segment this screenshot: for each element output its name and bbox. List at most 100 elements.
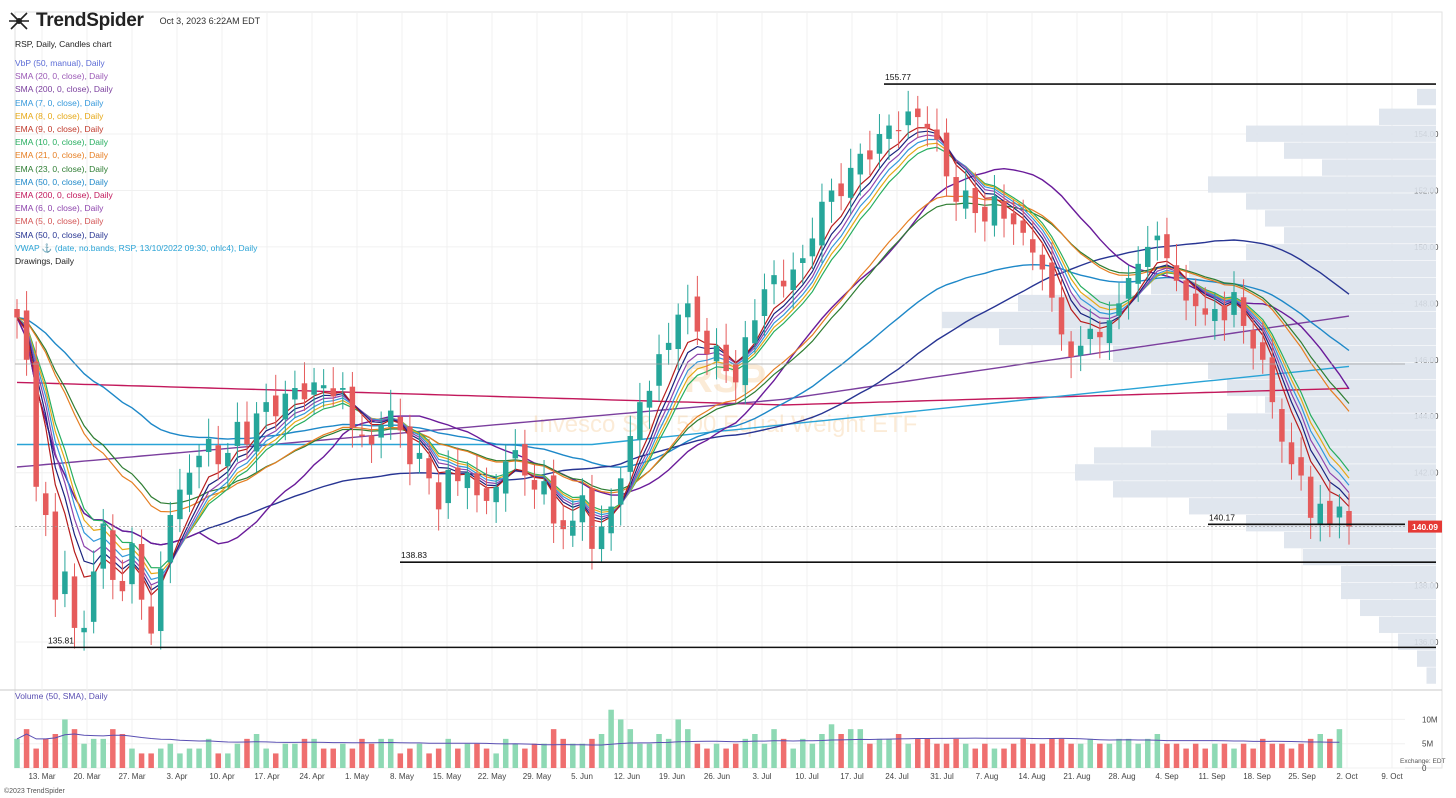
candle-body bbox=[541, 481, 547, 495]
volume-bar bbox=[292, 743, 298, 768]
candle-body bbox=[148, 606, 154, 634]
candle-body bbox=[512, 450, 519, 459]
sma-200-line bbox=[16, 315, 1350, 468]
study-label[interactable]: EMA (21, 0, close), Daily bbox=[15, 150, 109, 161]
study-label[interactable]: EMA (6, 0, close), Daily bbox=[15, 203, 104, 214]
study-label[interactable]: EMA (8, 0, close), Daily bbox=[15, 110, 104, 121]
volume-profile-bar bbox=[1246, 515, 1436, 532]
volume-bar bbox=[1145, 738, 1151, 768]
volume-bar bbox=[397, 753, 404, 768]
candle-body bbox=[129, 543, 135, 585]
volume-profile-bar bbox=[1417, 88, 1436, 106]
candle-body bbox=[1068, 341, 1074, 357]
volume-profile-bar bbox=[1018, 294, 1436, 312]
candle-body bbox=[598, 526, 605, 550]
x-tick-label: 17. Jul bbox=[840, 772, 864, 781]
candle-body bbox=[1039, 254, 1046, 270]
volume-bar bbox=[1154, 734, 1161, 768]
volume-profile-bar bbox=[1284, 531, 1436, 549]
study-label[interactable]: EMA (7, 0, close), Daily bbox=[15, 97, 104, 108]
candle-body bbox=[1250, 329, 1256, 349]
candle-body bbox=[464, 472, 471, 489]
volume-bar bbox=[435, 748, 442, 768]
volume-bar bbox=[560, 738, 566, 768]
volume-bar bbox=[1260, 738, 1266, 768]
volume-bar bbox=[608, 709, 614, 768]
candle-body bbox=[234, 421, 241, 446]
volume-bar bbox=[570, 743, 576, 768]
level-label: 140.17 bbox=[1209, 512, 1235, 522]
study-label[interactable]: VWAP ⚓ (date, no.bands, RSP, 13/10/2022 … bbox=[15, 242, 258, 253]
volume-bar bbox=[387, 738, 394, 768]
volume-bar bbox=[1221, 743, 1228, 768]
study-label[interactable]: EMA (200, 0, close), Daily bbox=[15, 190, 113, 201]
x-tick-label: 14. Aug bbox=[1018, 772, 1045, 781]
volume-bar bbox=[167, 743, 174, 768]
x-tick-label: 17. Apr bbox=[254, 772, 280, 781]
study-label[interactable]: EMA (10, 0, close), Daily bbox=[15, 137, 109, 148]
study-label[interactable]: EMA (50, 0, close), Daily bbox=[15, 176, 109, 187]
study-label[interactable]: SMA (20, 0, close), Daily bbox=[15, 71, 109, 82]
volume-profile-bar bbox=[1426, 667, 1436, 684]
volume-bar bbox=[62, 719, 68, 768]
candle-body bbox=[196, 455, 202, 468]
x-tick-label: 9. Oct bbox=[1381, 772, 1403, 781]
volume-bar bbox=[934, 743, 940, 768]
study-label[interactable]: Drawings, Daily bbox=[15, 256, 75, 267]
volume-bar bbox=[1039, 743, 1046, 768]
candle-body bbox=[349, 386, 356, 428]
volume-profile-bar bbox=[1075, 464, 1436, 481]
volume-bar bbox=[895, 734, 902, 768]
volume-bar bbox=[1097, 743, 1103, 768]
volume-bar bbox=[1307, 738, 1314, 768]
volume-bar bbox=[637, 743, 643, 768]
volume-bar bbox=[771, 729, 777, 768]
candle-body bbox=[522, 444, 528, 476]
volume-profile-bar bbox=[1303, 548, 1436, 566]
volume-bar bbox=[90, 738, 97, 768]
study-label[interactable]: SMA (50, 0, close), Daily bbox=[15, 229, 109, 240]
volume-bar bbox=[1173, 743, 1180, 768]
study-label[interactable]: EMA (23, 0, close), Daily bbox=[15, 163, 109, 174]
study-label[interactable]: SMA (200, 0, close), Daily bbox=[15, 84, 113, 95]
volume-bar bbox=[723, 748, 729, 768]
volume-bar bbox=[234, 743, 241, 768]
volume-bar bbox=[33, 748, 39, 768]
x-tick-label: 5. Jun bbox=[571, 772, 593, 781]
copyright: ©2023 TrendSpider bbox=[4, 788, 65, 795]
candle-body bbox=[320, 385, 327, 389]
level-label: 135.81 bbox=[48, 635, 74, 645]
volume-bar bbox=[685, 729, 691, 768]
volume-bar bbox=[1058, 738, 1065, 768]
volume-bar bbox=[1327, 738, 1333, 768]
candle-body bbox=[656, 354, 662, 386]
candle-body bbox=[483, 488, 490, 501]
volume-bar bbox=[330, 748, 336, 768]
volume-bar bbox=[1336, 729, 1343, 768]
candle-body bbox=[1212, 309, 1218, 322]
candle-body bbox=[378, 424, 384, 438]
candle-body bbox=[263, 402, 269, 412]
volume-bar bbox=[42, 738, 49, 768]
x-tick-label: 18. Sep bbox=[1243, 772, 1271, 781]
candle-body bbox=[301, 383, 308, 400]
candle-body bbox=[138, 544, 145, 600]
study-label[interactable]: VbP (50, manual), Daily bbox=[15, 58, 105, 68]
candle-body bbox=[42, 493, 49, 516]
candle-body bbox=[81, 627, 87, 633]
exchange-label: Exchange: EDT bbox=[1400, 758, 1446, 765]
volume-bar bbox=[905, 743, 911, 768]
ema-200-line bbox=[16, 381, 1350, 406]
candle-body bbox=[1145, 246, 1151, 267]
candle-body bbox=[225, 452, 231, 467]
candle-body bbox=[915, 108, 921, 118]
volume-bar bbox=[541, 743, 547, 768]
x-tick-label: 1. May bbox=[345, 772, 369, 781]
candle-body bbox=[943, 132, 950, 177]
candle-body bbox=[761, 289, 768, 317]
candle-body bbox=[23, 310, 30, 360]
volume-profile-bar bbox=[1284, 142, 1436, 159]
study-label[interactable]: EMA (9, 0, close), Daily bbox=[15, 124, 104, 135]
study-label[interactable]: EMA (5, 0, close), Daily bbox=[15, 216, 104, 227]
